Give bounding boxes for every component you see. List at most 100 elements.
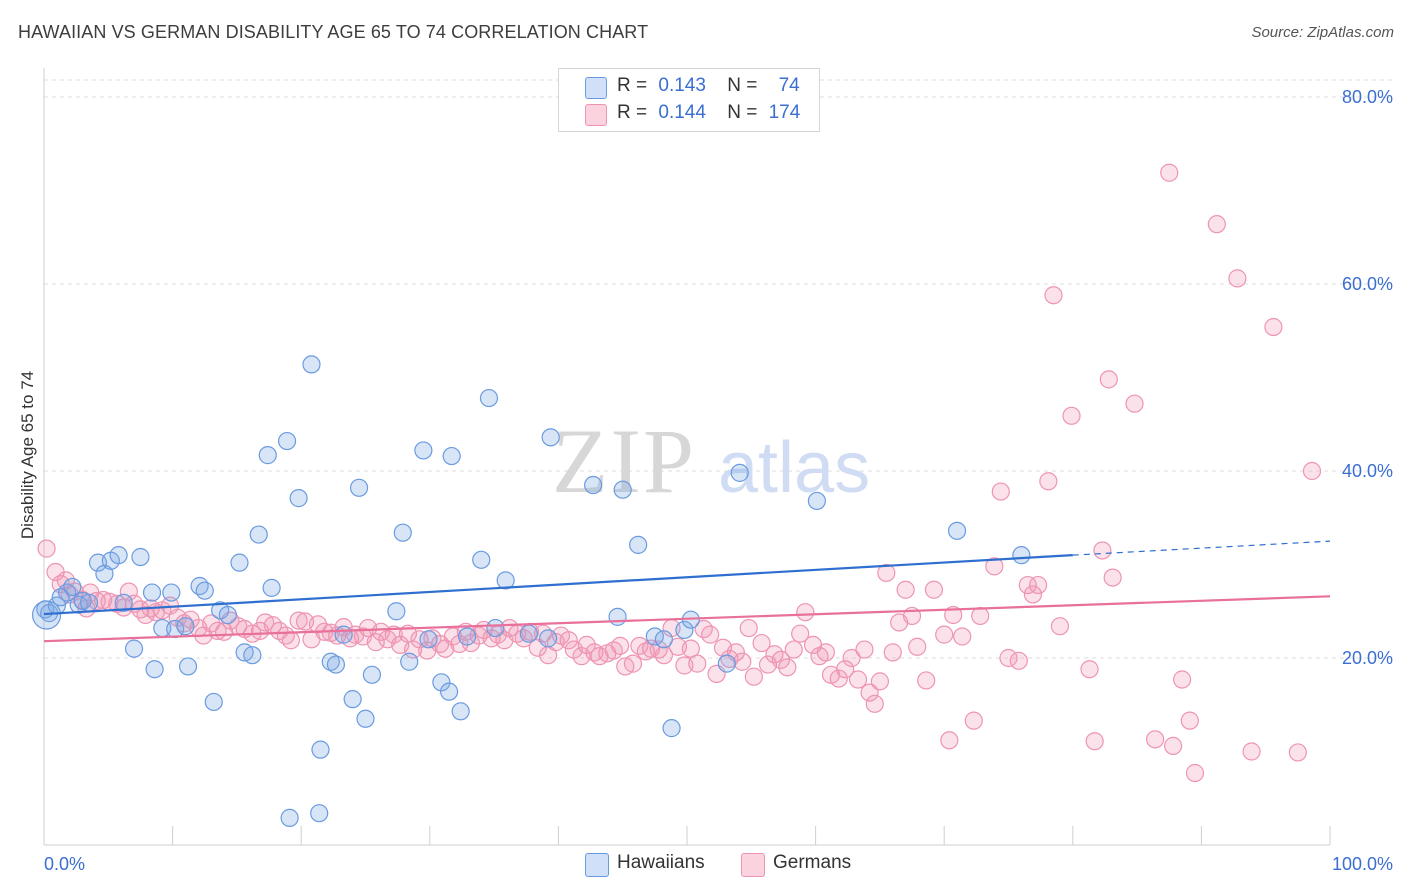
- point-germans: [1228, 269, 1247, 288]
- point-germans: [964, 711, 983, 730]
- point-hawaiians: [675, 620, 694, 640]
- point-germans: [1185, 763, 1205, 783]
- point-hawaiians: [472, 550, 491, 569]
- r-value-germans: 0.144: [658, 102, 706, 123]
- point-germans: [384, 625, 403, 644]
- x-tick-label-min: 0.0%: [44, 854, 85, 874]
- point-germans: [1103, 568, 1122, 587]
- point-germans: [883, 643, 902, 662]
- point-germans: [1039, 472, 1058, 491]
- trend-line-hawaiians-extension: [1072, 540, 1331, 556]
- point-germans: [1023, 585, 1043, 604]
- point-germans: [623, 654, 643, 673]
- point-hawaiians: [717, 654, 736, 673]
- point-hawaiians: [145, 660, 164, 679]
- point-hawaiians: [349, 478, 369, 497]
- point-germans: [366, 633, 385, 652]
- point-germans: [733, 652, 752, 671]
- point-hawaiians: [356, 709, 375, 728]
- point-germans: [611, 636, 630, 655]
- point-hawaiians: [63, 577, 82, 597]
- point-hawaiians: [258, 446, 277, 465]
- point-germans: [688, 654, 707, 673]
- point-hawaiians: [439, 682, 459, 701]
- point-germans: [1164, 736, 1183, 755]
- watermark-atlas: atlas: [718, 428, 870, 508]
- point-hawaiians: [654, 630, 673, 649]
- source-note: Source: ZipAtlas.com: [1251, 24, 1394, 41]
- point-hawaiians: [613, 480, 632, 499]
- point-hawaiians: [730, 463, 749, 482]
- point-germans: [896, 580, 915, 599]
- point-hawaiians: [262, 578, 281, 597]
- point-germans: [848, 670, 868, 689]
- point-hawaiians: [629, 535, 648, 554]
- y-tick-label: 60.0%: [1342, 274, 1393, 294]
- point-hawaiians: [277, 431, 297, 451]
- point-hawaiians: [387, 602, 406, 621]
- point-hawaiians: [280, 808, 299, 827]
- n-value-germans: 174: [768, 102, 801, 123]
- chart-title: HAWAIIAN VS GERMAN DISABILITY AGE 65 TO …: [18, 22, 649, 42]
- point-hawaiians: [195, 581, 214, 600]
- point-germans: [1146, 730, 1165, 749]
- point-germans: [836, 660, 855, 679]
- point-germans: [944, 605, 963, 625]
- point-germans: [1242, 742, 1261, 761]
- y-tick-label: 20.0%: [1342, 648, 1393, 668]
- point-germans: [935, 625, 954, 644]
- point-hawaiians: [584, 475, 603, 495]
- point-hawaiians: [414, 441, 433, 460]
- point-germans: [1044, 286, 1063, 305]
- point-hawaiians: [95, 564, 114, 583]
- point-germans: [985, 557, 1004, 576]
- point-germans: [289, 611, 308, 630]
- legend-label-germans: Germans: [773, 852, 852, 873]
- point-hawaiians: [124, 639, 144, 658]
- point-germans: [308, 615, 328, 634]
- point-hawaiians: [539, 629, 558, 648]
- point-hawaiians: [807, 491, 826, 511]
- point-germans: [202, 614, 221, 633]
- x-tick-label-max: 100.0%: [1332, 854, 1393, 874]
- point-germans: [1085, 732, 1104, 751]
- point-germans: [816, 643, 835, 662]
- point-hawaiians: [310, 804, 329, 823]
- point-hawaiians: [109, 546, 128, 565]
- point-germans: [791, 624, 810, 643]
- point-germans: [94, 590, 113, 610]
- point-hawaiians: [326, 655, 346, 674]
- point-hawaiians: [486, 618, 505, 638]
- point-hawaiians: [419, 630, 438, 649]
- point-germans: [654, 646, 673, 665]
- point-hawaiians: [947, 521, 967, 540]
- point-hawaiians: [131, 547, 150, 567]
- point-hawaiians: [178, 657, 198, 676]
- legend-swatch-hawaiians: [585, 853, 609, 877]
- point-germans: [829, 669, 848, 688]
- point-germans: [752, 633, 771, 653]
- stats-swatch-germans: [585, 104, 607, 126]
- point-germans: [908, 637, 927, 656]
- point-germans: [1009, 651, 1028, 670]
- r-label: R =: [617, 102, 648, 123]
- point-germans: [1180, 711, 1199, 730]
- point-germans: [701, 625, 720, 644]
- point-germans: [940, 731, 959, 750]
- point-hawaiians: [311, 740, 330, 759]
- point-germans: [865, 694, 884, 713]
- r-value-hawaiians: 0.143: [658, 75, 706, 96]
- stats-legend: R = 0.143 N = 74 R = 0.144 N = 174: [558, 68, 820, 132]
- point-hawaiians: [608, 607, 627, 626]
- point-germans: [1062, 406, 1081, 425]
- point-germans: [37, 539, 56, 558]
- point-hawaiians: [230, 553, 249, 572]
- n-value-hawaiians: 74: [778, 75, 800, 96]
- point-hawaiians: [162, 583, 181, 602]
- legend-label-hawaiians: Hawaiians: [617, 852, 705, 873]
- point-germans: [953, 627, 972, 646]
- point-germans: [778, 658, 797, 677]
- point-hawaiians: [393, 523, 412, 542]
- watermark: ZIP atlas: [552, 410, 870, 512]
